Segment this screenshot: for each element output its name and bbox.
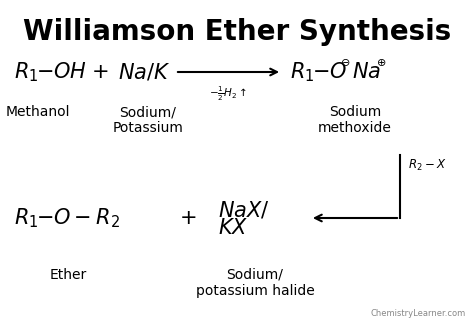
Text: Ether: Ether bbox=[49, 268, 87, 282]
Text: $R_1$: $R_1$ bbox=[14, 60, 38, 84]
Text: Sodium/
Potassium: Sodium/ Potassium bbox=[112, 105, 183, 135]
Text: $KX$: $KX$ bbox=[218, 218, 248, 238]
Text: $R_2-X$: $R_2-X$ bbox=[408, 157, 447, 172]
Text: Sodium
methoxide: Sodium methoxide bbox=[318, 105, 392, 135]
Text: $- O$: $- O$ bbox=[312, 62, 347, 82]
Text: $NaX/$: $NaX/$ bbox=[218, 200, 270, 221]
Text: ChemistryLearner.com: ChemistryLearner.com bbox=[371, 309, 466, 318]
Text: Sodium/
potassium halide: Sodium/ potassium halide bbox=[196, 268, 314, 298]
Text: $R_1$: $R_1$ bbox=[290, 60, 314, 84]
Text: $Na$: $Na$ bbox=[352, 62, 381, 82]
Text: $\oplus$: $\oplus$ bbox=[376, 57, 386, 68]
Text: $+$: $+$ bbox=[91, 62, 109, 82]
Text: $Na/K$: $Na/K$ bbox=[118, 61, 171, 82]
Text: $R_1$: $R_1$ bbox=[14, 206, 38, 230]
Text: $- OH$: $- OH$ bbox=[36, 62, 87, 82]
Text: Methanol: Methanol bbox=[6, 105, 70, 119]
Text: $\ominus$: $\ominus$ bbox=[340, 57, 350, 68]
Text: $- O - R_2$: $- O - R_2$ bbox=[36, 206, 120, 230]
Text: $-\frac{1}{2}H_2\uparrow$: $-\frac{1}{2}H_2\uparrow$ bbox=[209, 85, 247, 103]
Text: $+$: $+$ bbox=[179, 208, 197, 228]
Text: Williamson Ether Synthesis: Williamson Ether Synthesis bbox=[23, 18, 451, 46]
